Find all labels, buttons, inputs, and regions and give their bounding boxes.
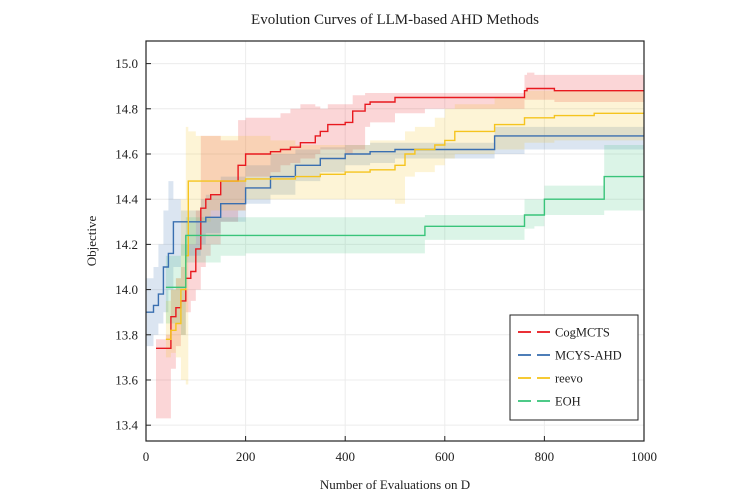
y-tick-label: 14.2 <box>115 237 138 252</box>
series-lines <box>146 87 644 349</box>
band-cogmcts <box>156 72 644 419</box>
y-tick-label: 14.4 <box>115 192 138 207</box>
y-tick-label: 15.0 <box>115 56 138 71</box>
x-tick-label: 1000 <box>631 449 657 464</box>
x-tick-label: 600 <box>435 449 455 464</box>
band-reevo <box>165 90 644 385</box>
plot-frame <box>145 40 645 442</box>
line-cogmcts <box>156 87 644 349</box>
x-tick-label: 400 <box>335 449 355 464</box>
chart-title: Evolution Curves of LLM-based AHD Method… <box>251 12 539 28</box>
legend-label: CogMCTS <box>555 326 610 340</box>
legend-label: reevo <box>555 372 583 386</box>
y-tick-label: 14.8 <box>115 101 138 116</box>
x-tick-label: 800 <box>535 449 555 464</box>
x-axis-ticks: 0 200 400 600 800 1000 <box>143 436 657 464</box>
line-eoh <box>165 175 644 288</box>
legend-label: EOH <box>555 395 581 409</box>
y-tick-label: 14.0 <box>115 282 138 297</box>
grid-lines <box>145 41 645 441</box>
y-tick-label: 14.6 <box>115 146 138 161</box>
legend-label: MCYS-AHD <box>555 349 622 363</box>
legend: CogMCTS MCYS-AHD reevo EOH <box>509 314 639 421</box>
y-axis-label: Objective <box>84 216 99 267</box>
x-tick-label: 200 <box>236 449 256 464</box>
x-tick-label: 0 <box>143 449 150 464</box>
legend-box <box>509 314 639 421</box>
x-axis-label: Number of Evaluations on D <box>320 477 470 492</box>
y-tick-label: 13.6 <box>115 372 138 387</box>
band-eoh <box>165 145 644 335</box>
y-tick-label: 13.8 <box>115 327 138 342</box>
y-axis-ticks: 13.4 13.6 13.8 14.0 14.2 14.4 14.6 14.8 15.0 <box>115 56 151 433</box>
y-tick-label: 13.4 <box>115 418 138 433</box>
